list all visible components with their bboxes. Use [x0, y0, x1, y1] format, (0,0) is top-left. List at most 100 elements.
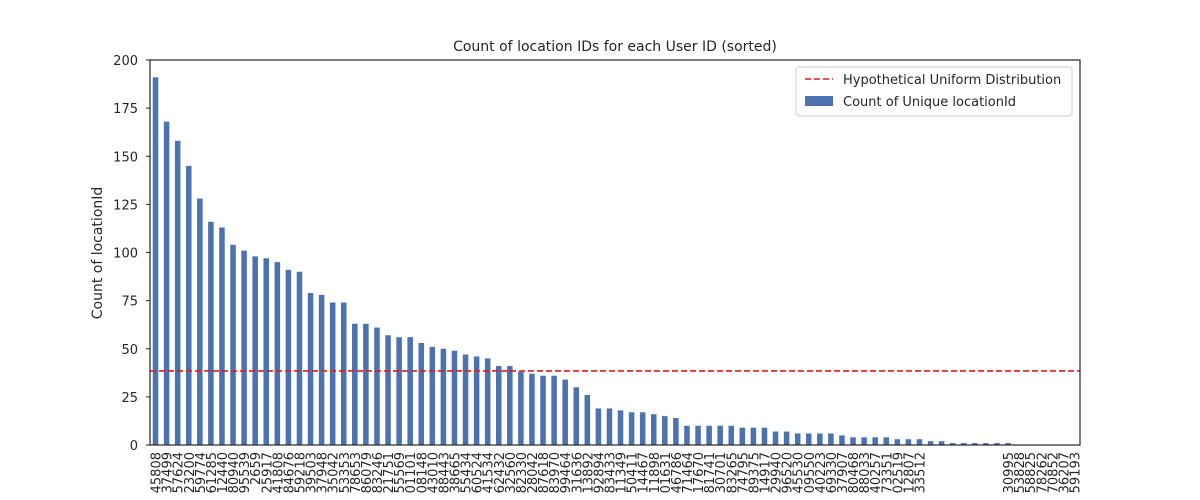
bar: [650, 414, 657, 445]
y-tick-label: 50: [121, 343, 138, 358]
bar: [872, 437, 878, 445]
bar: [263, 258, 270, 445]
x-tick-label: 37907: [836, 452, 851, 493]
x-tick-label: 74795: [736, 452, 751, 493]
bar: [285, 269, 292, 445]
bar: [429, 346, 436, 445]
x-tick-label: 41808: [271, 452, 286, 493]
x-tick-label: 71464: [681, 452, 696, 493]
bar: [296, 271, 303, 445]
bar: [750, 427, 757, 445]
x-tick-label: 83246: [371, 452, 386, 493]
bar: [529, 373, 535, 445]
x-tick-label: 14467: [637, 452, 652, 493]
bar: [1005, 443, 1011, 445]
x-tick-label: 45808: [150, 452, 165, 493]
bar: [495, 366, 502, 445]
x-tick-label: 11898: [648, 452, 663, 493]
x-tick-label: 58825: [1024, 452, 1039, 493]
y-tick-label: 25: [121, 391, 138, 406]
x-tick-label: 59218: [293, 452, 308, 493]
bar: [518, 371, 524, 445]
bar: [839, 435, 845, 445]
bar: [772, 431, 779, 445]
x-tick-label: 78262: [1035, 452, 1050, 493]
bar: [662, 416, 668, 445]
x-tick-label: 69330: [825, 452, 840, 493]
chart-title: Count of location IDs for each User ID (…: [453, 39, 777, 55]
x-tick-label: 23200: [183, 452, 198, 493]
bar: [540, 375, 546, 445]
bar: [828, 433, 834, 445]
bar: [185, 165, 192, 445]
x-tick-label: 80940: [227, 452, 242, 493]
y-tick-label: 200: [113, 54, 138, 69]
x-tick-label: 29940: [770, 452, 785, 493]
y-axis-label: Count of locationId: [90, 187, 106, 320]
x-tick-label: 53828: [1013, 452, 1028, 493]
legend-box: [795, 66, 1073, 117]
x-tick-label: 95539: [238, 452, 253, 493]
x-tick-label: 45530: [792, 452, 807, 493]
x-tick-label: 60524: [471, 452, 486, 493]
bar: [329, 302, 336, 445]
bar: [916, 439, 923, 445]
y-tick-label: 75: [121, 295, 138, 310]
bar: [673, 418, 679, 445]
x-tick-label: 83265: [725, 452, 740, 493]
x-tick-label: 88033: [858, 452, 873, 493]
bar: [484, 358, 491, 445]
x-tick-label: 83970: [548, 452, 563, 493]
bar: [684, 425, 690, 445]
bar: [385, 335, 391, 445]
legend-swatch: [805, 96, 833, 106]
bar: [817, 433, 823, 445]
x-tick-label: 12807: [902, 452, 917, 493]
bar: [949, 443, 956, 445]
y-tick-label: 175: [113, 102, 138, 117]
bar: [352, 323, 358, 445]
x-tick-label: 21751: [382, 452, 397, 493]
x-tick-label: 25917: [260, 452, 275, 493]
legend: Hypothetical Uniform Distribution Count o…: [795, 66, 1073, 117]
bar: [573, 387, 580, 445]
y-tick-label: 100: [113, 247, 138, 262]
bar: [695, 425, 701, 445]
x-tick-label: 40223: [814, 452, 829, 493]
bar: [197, 198, 203, 445]
x-tick-label: 08148: [415, 452, 430, 493]
x-tick-label: 38665: [448, 452, 463, 493]
y-tick-label: 0: [130, 439, 138, 454]
x-tick-label: 17670: [692, 452, 707, 493]
x-tick-label: 59774: [194, 452, 209, 493]
bar: [927, 441, 934, 445]
bar: [396, 337, 402, 445]
x-tick-label: 96520: [781, 452, 796, 493]
bar: [894, 439, 901, 445]
bar: [440, 348, 447, 445]
x-tick-label: 50411: [626, 452, 641, 493]
x-tick-label: 55569: [393, 452, 408, 493]
bar: [318, 294, 325, 445]
bar: [706, 425, 712, 445]
bar: [241, 250, 247, 445]
x-tick-label: 70852: [1046, 452, 1061, 493]
bar: [606, 408, 613, 445]
bar: [983, 443, 989, 445]
x-tick-label: 11349: [615, 452, 630, 493]
x-tick-label: 80468: [847, 452, 862, 493]
bar: [473, 356, 480, 445]
x-tick-label: 02519: [891, 452, 906, 493]
x-tick-label: 37948: [316, 452, 331, 493]
x-tick-label: 01101: [404, 452, 419, 493]
x-tick-label: 55434: [460, 452, 475, 493]
bar: [374, 327, 380, 445]
x-tick-label: 43010: [426, 452, 441, 493]
bar: [451, 350, 458, 445]
bar: [219, 227, 225, 445]
bar: [307, 292, 314, 445]
bar: [994, 443, 1000, 445]
x-tick-label: 99464: [559, 452, 574, 493]
bar: [595, 408, 602, 445]
